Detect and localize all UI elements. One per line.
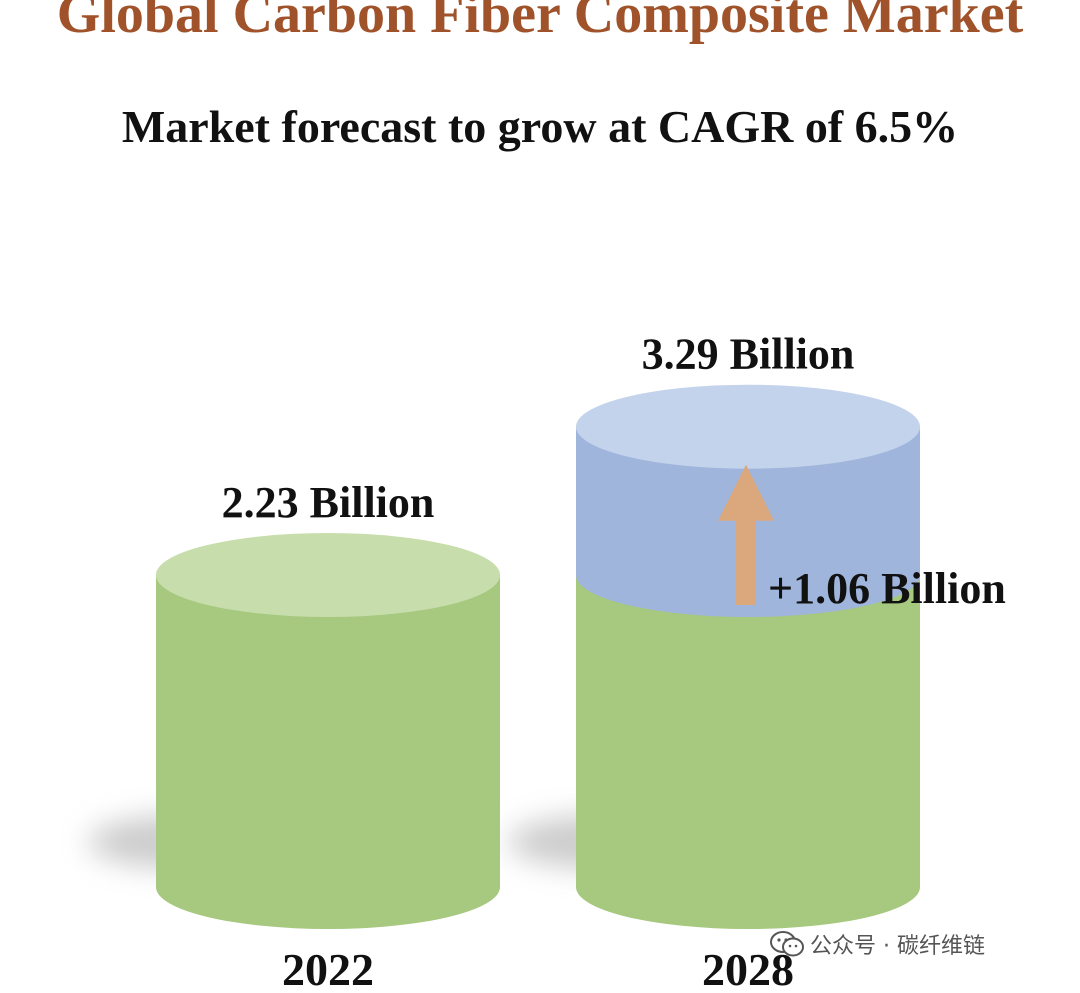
cylinder-2028-base <box>576 575 920 929</box>
chart-subtitle: Market forecast to grow at CAGR of 6.5% <box>121 101 959 152</box>
value-label-2022: 2.23 Billion <box>222 478 435 527</box>
cylinder-2028-top <box>576 384 920 469</box>
watermark: 公众号 · 碳纤维链 <box>770 928 985 960</box>
growth-arrow-icon <box>718 464 774 605</box>
watermark-text: 公众号 · 碳纤维链 <box>810 934 985 959</box>
cylinder-2022-body <box>156 575 500 929</box>
growth-label: +1.06 Billion <box>768 564 1006 613</box>
category-label-2022: 2022 <box>282 944 374 993</box>
value-label-2028: 3.29 Billion <box>642 330 855 379</box>
cylinder-2022-top <box>156 533 500 617</box>
wechat-icon <box>770 931 804 957</box>
chart-title: Global Carbon Fiber Composite Market <box>56 0 1024 45</box>
